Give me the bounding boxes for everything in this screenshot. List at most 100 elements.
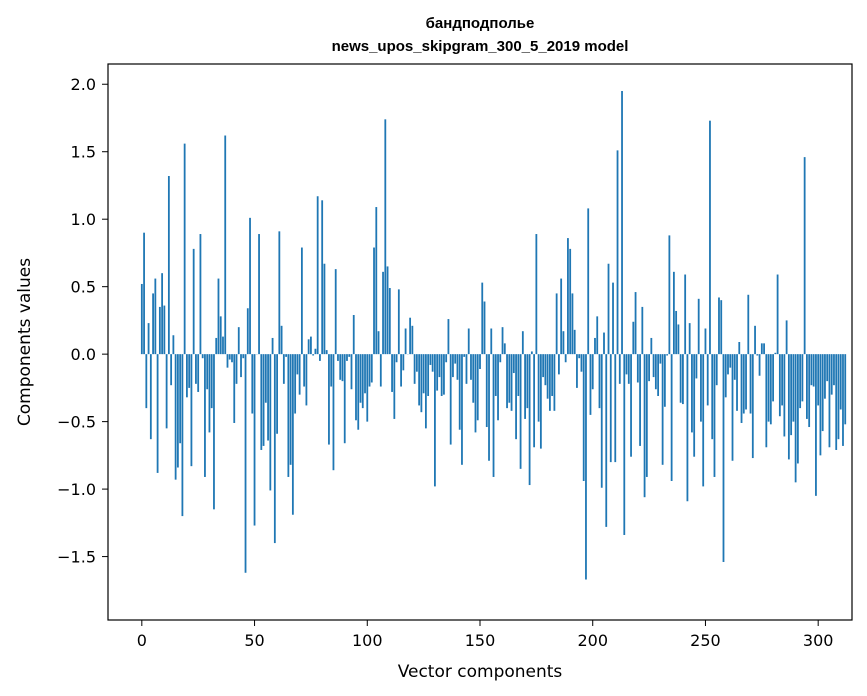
bar-component-45 <box>242 354 245 359</box>
bar-component-60 <box>276 354 278 434</box>
bar-component-109 <box>386 266 389 355</box>
bar-component-100 <box>366 354 369 422</box>
bar-component-94 <box>352 315 355 355</box>
bar-component-11 <box>165 354 168 429</box>
bar-component-36 <box>222 336 224 355</box>
bar-component-91 <box>346 354 348 361</box>
bar-component-258 <box>722 354 725 562</box>
bar-component-300 <box>817 354 820 406</box>
bar-component-255 <box>715 354 718 386</box>
bar-component-58 <box>271 337 274 355</box>
bar-component-277 <box>765 354 768 448</box>
bar-component-6 <box>154 278 157 355</box>
bar-component-212 <box>618 354 621 384</box>
bar-component-298 <box>812 354 815 387</box>
bar-component-164 <box>510 354 513 411</box>
bar-component-116 <box>402 354 405 371</box>
bar-component-283 <box>778 354 781 417</box>
bar-component-198 <box>587 208 590 355</box>
x-tick-label: 200 <box>577 631 608 650</box>
bar-component-71 <box>300 247 303 355</box>
bar-component-97 <box>359 354 362 403</box>
bar-component-156 <box>492 354 495 477</box>
bar-component-83 <box>328 354 330 445</box>
bar-component-261 <box>729 354 732 368</box>
bar-component-77 <box>314 348 317 355</box>
plot-area-frame <box>107 63 853 621</box>
bar-component-112 <box>393 354 396 419</box>
bar-component-278 <box>767 354 770 422</box>
bar-component-96 <box>357 354 360 430</box>
bar-component-47 <box>246 308 249 355</box>
bar-component-63 <box>282 354 285 384</box>
bar-component-204 <box>600 354 603 488</box>
bar-component-67 <box>291 354 294 515</box>
bar-component-22 <box>190 354 193 467</box>
bar-component-168 <box>519 354 522 469</box>
bar-component-92 <box>348 354 351 357</box>
bar-component-65 <box>287 354 290 477</box>
bar-component-169 <box>521 331 524 355</box>
bar-component-121 <box>413 354 416 384</box>
bar-component-299 <box>815 354 817 496</box>
bar-component-165 <box>512 354 515 374</box>
bar-component-73 <box>305 354 308 406</box>
bar-component-57 <box>269 354 272 491</box>
bar-component-189 <box>567 238 569 355</box>
y-tick-label: 2.0 <box>71 75 96 94</box>
bar-component-154 <box>488 354 490 461</box>
bar-component-110 <box>388 288 391 355</box>
bar-component-147 <box>472 354 475 403</box>
bar-component-269 <box>747 294 750 355</box>
x-tick-label: 0 <box>137 631 147 650</box>
bar-series <box>140 90 847 580</box>
bar-component-307 <box>833 354 835 386</box>
bar-component-240 <box>682 354 684 405</box>
bar-component-174 <box>533 354 536 448</box>
bar-component-1 <box>143 232 145 355</box>
bar-component-50 <box>253 354 256 526</box>
bar-component-26 <box>199 234 202 355</box>
bar-component-192 <box>573 329 576 355</box>
bar-component-7 <box>156 354 159 473</box>
bar-component-196 <box>582 354 585 481</box>
bar-component-183 <box>553 354 556 411</box>
bar-component-144 <box>465 354 468 384</box>
bar-component-87 <box>337 354 339 361</box>
bar-component-23 <box>192 248 195 355</box>
bar-component-123 <box>418 354 421 406</box>
bar-component-267 <box>742 354 745 414</box>
bar-component-76 <box>312 354 315 356</box>
bar-component-301 <box>819 354 822 456</box>
bar-component-215 <box>625 354 628 375</box>
bar-component-296 <box>808 354 811 428</box>
bar-component-29 <box>206 354 209 390</box>
x-tick-label: 250 <box>690 631 721 650</box>
x-tick-label: 100 <box>352 631 383 650</box>
bar-component-130 <box>434 354 436 487</box>
bar-component-32 <box>213 354 215 510</box>
y-tick-label: −1.0 <box>57 480 96 499</box>
bar-component-235 <box>670 354 673 481</box>
bar-component-279 <box>769 354 772 425</box>
bar-component-150 <box>479 354 481 369</box>
bar-component-44 <box>240 354 242 378</box>
x-tick-label: 300 <box>803 631 834 650</box>
bar-component-104 <box>375 207 378 355</box>
bar-component-254 <box>713 354 716 477</box>
bar-component-12 <box>167 176 170 355</box>
bar-component-195 <box>580 354 583 372</box>
bar-component-35 <box>219 316 222 355</box>
bar-component-167 <box>517 354 520 396</box>
bar-component-222 <box>641 306 644 355</box>
bar-component-122 <box>415 354 418 372</box>
bar-component-256 <box>718 297 720 355</box>
bar-component-2 <box>145 354 148 409</box>
bar-component-310 <box>839 354 842 410</box>
bar-component-230 <box>659 354 662 364</box>
bar-component-89 <box>341 354 344 382</box>
bar-component-287 <box>787 354 790 460</box>
bar-component-107 <box>382 271 384 355</box>
bar-component-98 <box>361 354 364 409</box>
